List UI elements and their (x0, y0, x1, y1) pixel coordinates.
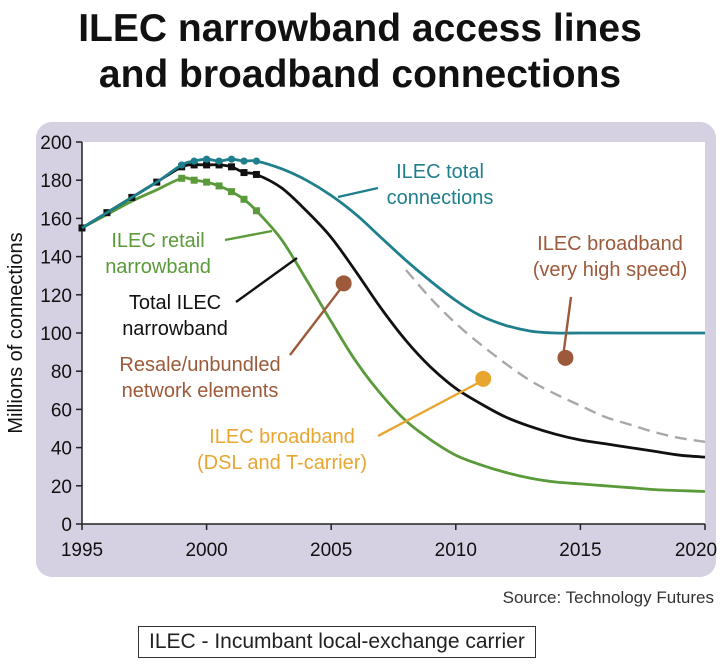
annotation-label-halo: (DSL and T-carrier) (197, 452, 367, 474)
y-axis-label: Millions of connections (5, 232, 27, 433)
annotation-label: (DSL and T-carrier) (197, 452, 367, 474)
annotation-label: ILEC broadband (209, 426, 355, 448)
x-tick-label: 2010 (435, 540, 477, 561)
footnote-box: ILEC - Incumbant local-exchange carrier (138, 626, 536, 658)
annotation-label-halo: ILEC total (396, 161, 484, 183)
annotation-label: Resale/unbundled (119, 354, 280, 376)
data-point (203, 155, 211, 163)
annotation-label-halo: ILEC retail (111, 230, 204, 252)
data-point (252, 207, 260, 215)
annotation-label: network elements (122, 380, 279, 402)
chart-title-line-2: and broadband connections (98, 53, 622, 96)
y-tick-label: 80 (51, 362, 72, 383)
chart-title: ILEC narrowband access lines and broadba… (0, 6, 720, 98)
data-point (178, 174, 186, 182)
data-point (190, 161, 198, 169)
data-point (178, 161, 186, 169)
x-tick-label: 2000 (185, 540, 227, 561)
data-point (215, 182, 223, 190)
annotation-label-halo: (very high speed) (533, 259, 688, 281)
data-point (228, 188, 236, 196)
y-tick-label: 120 (40, 286, 72, 307)
data-point (252, 170, 260, 178)
x-tick-label: 1995 (61, 540, 103, 561)
data-point (240, 195, 248, 203)
y-tick-label: 100 (40, 324, 72, 345)
annotation-label-halo: narrowband (105, 256, 211, 278)
data-point (228, 163, 236, 171)
x-tick-label: 2005 (310, 540, 352, 561)
annotation-dot (557, 349, 574, 366)
annotation-leader (289, 286, 343, 356)
annotation-label-halo: Resale/unbundled (119, 354, 280, 376)
annotation-dot (335, 275, 352, 292)
annotation-leader (561, 296, 573, 358)
data-point (190, 157, 198, 165)
y-tick-label: 0 (61, 515, 72, 536)
data-point (215, 161, 223, 169)
annotation-leader (337, 186, 379, 199)
annotation-label-halo: connections (387, 187, 494, 209)
source-note: Source: Technology Futures (502, 588, 714, 607)
annotation-leader (377, 381, 479, 438)
x-tick-label: 2015 (559, 540, 601, 561)
data-point (240, 169, 248, 177)
y-tick-label: 160 (40, 209, 72, 230)
annotation-label: ILEC total (396, 161, 484, 183)
annotation-dot (475, 370, 492, 387)
y-tick-label: 140 (40, 248, 72, 269)
chart-title-line-1: ILEC narrowband access lines (78, 7, 642, 50)
annotation-label-halo: ILEC broadband (209, 426, 355, 448)
annotation-label: (very high speed) (533, 259, 688, 281)
data-point (78, 224, 86, 232)
annotation-label: connections (387, 187, 494, 209)
series-layer (78, 155, 706, 493)
annotation-label: ILEC broadband (537, 233, 683, 255)
y-tick-label: 200 (40, 133, 72, 154)
annotation-leader (235, 257, 298, 303)
data-point (240, 157, 248, 165)
data-point (203, 178, 211, 186)
series-line-3 (405, 269, 706, 444)
data-point (203, 161, 211, 169)
data-point (190, 176, 198, 184)
annotation-label: narrowband (122, 318, 228, 340)
annotation-label-halo: narrowband (122, 318, 228, 340)
data-point (227, 155, 236, 163)
x-tick-label: 2020 (675, 540, 717, 561)
annotation-label-halo: network elements (122, 380, 279, 402)
annotation-label: Total ILEC (129, 292, 221, 314)
annotation-label-halo: Total ILEC (129, 292, 221, 314)
chart-svg: 0 20 40 60 80 100 120 140 160 180 200 1995 2000 2005 2… (5, 133, 717, 561)
y-tick-label: 180 (40, 171, 72, 192)
data-point (252, 157, 261, 165)
annotation-label-halo: ILEC broadband (537, 233, 683, 255)
annotation-label: narrowband (105, 256, 211, 278)
y-tick-label: 40 (51, 439, 72, 460)
annotation-label: ILEC retail (111, 230, 204, 252)
annotation-leader (224, 229, 273, 242)
data-point (215, 157, 223, 165)
y-tick-label: 20 (51, 477, 72, 498)
y-tick-label: 60 (51, 400, 72, 421)
axes: 0 20 40 60 80 100 120 140 160 180 200 1995 2000 2005 2… (40, 133, 717, 561)
